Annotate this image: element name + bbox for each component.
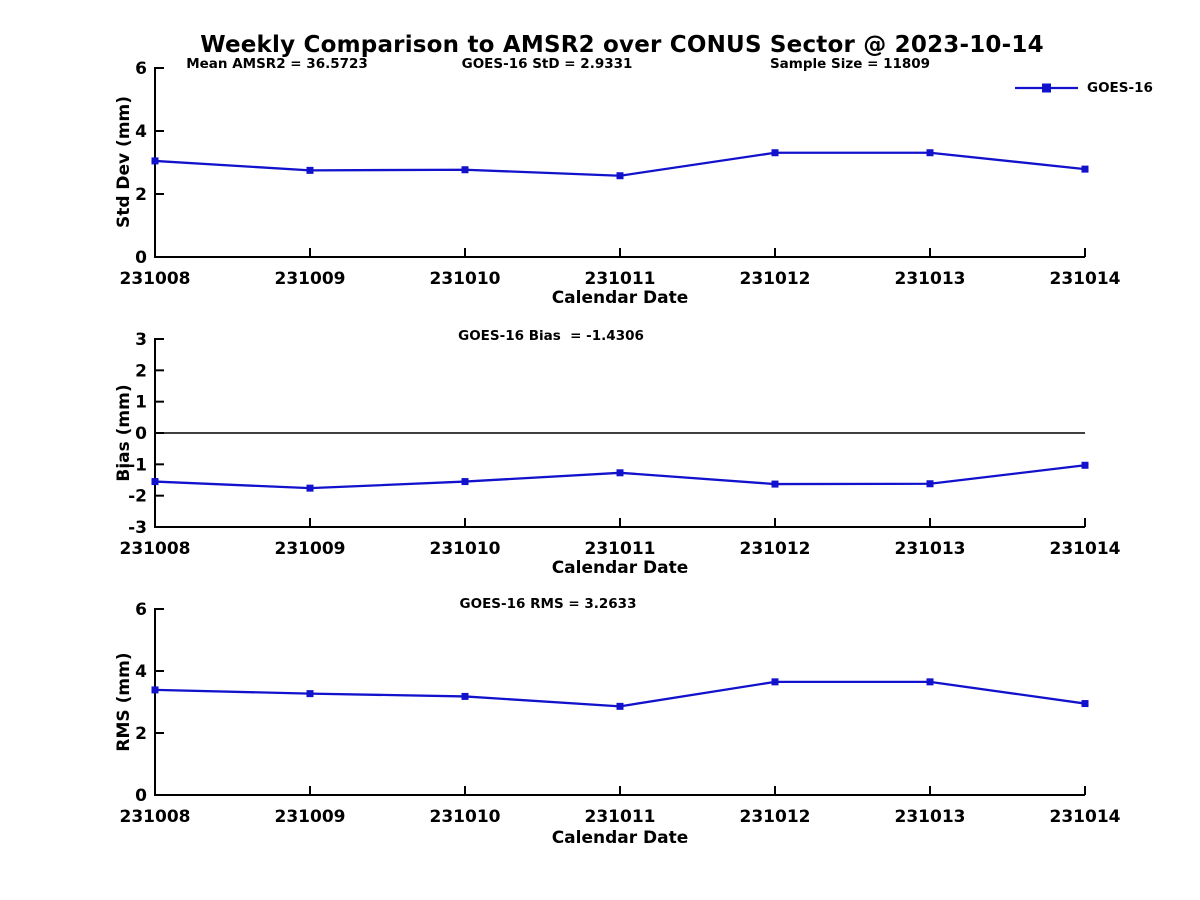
- figure-title: Weekly Comparison to AMSR2 over CONUS Se…: [200, 32, 1044, 58]
- data-point-marker: [616, 469, 624, 477]
- data-point-marker: [771, 480, 779, 488]
- x-tick-label: 231008: [120, 807, 191, 827]
- x-axis-label-top: Calendar Date: [551, 288, 689, 308]
- x-tick-label: 231010: [430, 807, 501, 827]
- data-point-marker: [1081, 461, 1089, 469]
- x-tick-label: 231008: [120, 539, 191, 559]
- x-tick-label: 231013: [895, 539, 966, 559]
- x-tick-label: 231013: [895, 807, 966, 827]
- y-tick-label: 6: [135, 59, 147, 79]
- y-tick-label: -2: [128, 487, 147, 507]
- data-point-marker: [616, 702, 624, 710]
- x-tick-label: 231009: [275, 269, 346, 289]
- annotation-goes16-std: GOES-16 StD = 2.9331: [461, 56, 633, 72]
- legend: GOES-16: [1014, 79, 1153, 97]
- data-point-marker: [151, 478, 159, 486]
- x-tick-label: 231010: [430, 269, 501, 289]
- y-tick-label: 0: [135, 248, 147, 268]
- x-tick-label: 231014: [1050, 539, 1121, 559]
- y-tick-label: -3: [128, 518, 147, 538]
- data-point-marker: [306, 484, 314, 492]
- annotation-mean-amsr2: Mean AMSR2 = 36.5723: [186, 56, 368, 72]
- data-point-marker: [926, 149, 934, 157]
- y-tick-label: 2: [135, 361, 147, 381]
- x-tick-label: 231012: [740, 539, 811, 559]
- data-point-marker: [461, 692, 469, 700]
- y-tick-label: 2: [135, 724, 147, 744]
- data-point-marker: [306, 690, 314, 698]
- x-tick-label: 231009: [275, 539, 346, 559]
- data-point-marker: [616, 172, 624, 180]
- x-tick-label: 231009: [275, 807, 346, 827]
- data-point-marker: [771, 678, 779, 686]
- x-tick-label: 231010: [430, 539, 501, 559]
- y-tick-label: 2: [135, 185, 147, 205]
- data-point-marker: [1081, 700, 1089, 708]
- x-tick-label: 231011: [585, 539, 656, 559]
- y-tick-label: 4: [135, 122, 147, 142]
- annotation-goes16-rms: GOES-16 RMS = 3.2633: [459, 596, 637, 612]
- annotation-goes16-bias: GOES-16 Bias = -1.4306: [458, 328, 644, 344]
- x-tick-label: 231013: [895, 269, 966, 289]
- x-axis-label-bottom: Calendar Date: [551, 828, 689, 848]
- legend-label: GOES-16: [1087, 80, 1153, 96]
- data-point-marker: [151, 686, 159, 694]
- y-tick-label: 4: [135, 662, 147, 682]
- data-point-marker: [306, 166, 314, 174]
- data-point-marker: [926, 678, 934, 686]
- x-tick-label: 231012: [740, 269, 811, 289]
- x-tick-label: 231014: [1050, 807, 1121, 827]
- data-point-marker: [926, 480, 934, 488]
- x-tick-label: 231014: [1050, 269, 1121, 289]
- data-point-marker: [1081, 165, 1089, 173]
- data-point-marker: [461, 478, 469, 486]
- data-point-marker: [151, 157, 159, 165]
- y-tick-label: -1: [128, 455, 147, 475]
- legend-line-marker-icon: [1015, 83, 1078, 93]
- y-tick-label: 0: [135, 424, 147, 444]
- x-axis-label-middle: Calendar Date: [551, 558, 689, 578]
- x-tick-label: 231011: [585, 269, 656, 289]
- series-line: [154, 464, 1086, 490]
- x-tick-label: 231011: [585, 807, 656, 827]
- data-point-marker: [461, 166, 469, 174]
- y-tick-label: 0: [135, 786, 147, 806]
- y-tick-label: 1: [135, 393, 147, 413]
- data-point-marker: [771, 149, 779, 157]
- y-tick-label: 3: [135, 330, 147, 350]
- x-tick-label: 231008: [120, 269, 191, 289]
- y-tick-label: 6: [135, 600, 147, 620]
- series-line: [154, 680, 1086, 708]
- annotation-sample-size: Sample Size = 11809: [769, 56, 931, 72]
- x-tick-label: 231012: [740, 807, 811, 827]
